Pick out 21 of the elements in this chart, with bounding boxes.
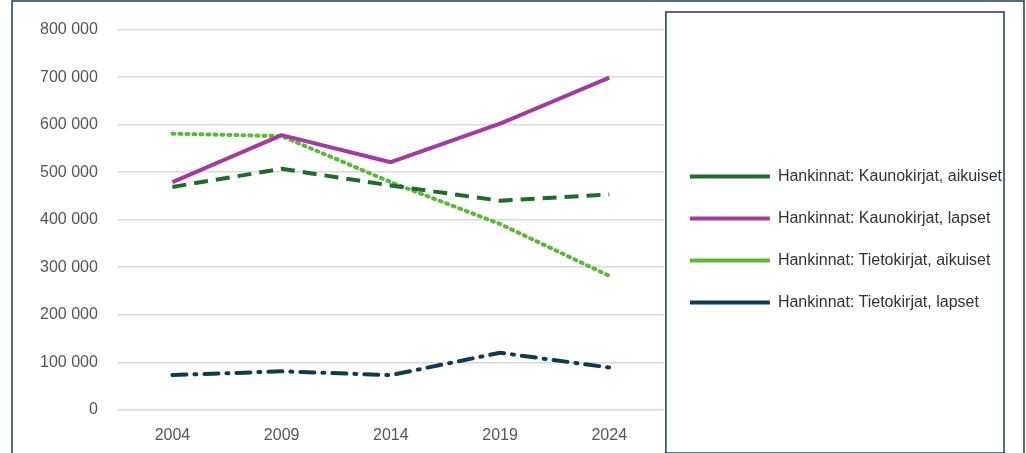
y-tick-label: 300 000 (39, 257, 98, 275)
x-tick-label: 2019 (482, 425, 518, 443)
x-tick-label: 2024 (591, 425, 628, 443)
legend-label: Hankinnat: Kaunokirjat, aikuiset (777, 166, 1003, 184)
y-tick-label: 400 000 (39, 210, 98, 228)
x-tick-label: 2004 (154, 425, 191, 443)
line-series (170, 131, 612, 278)
y-tick-label: 800 000 (39, 20, 98, 38)
y-tick-label: 200 000 (39, 305, 98, 323)
y-tick-label: 600 000 (39, 115, 98, 133)
legend-label: Hankinnat: Tietokirjat, lapset (777, 292, 980, 310)
legend-label: Hankinnat: Tietokirjat, aikuiset (777, 250, 991, 268)
legend-label: Hankinnat: Kaunokirjat, lapset (777, 208, 991, 226)
x-tick-label: 2014 (373, 425, 409, 443)
line-series (170, 350, 612, 378)
line-series (170, 166, 612, 203)
x-tick-label: 2009 (263, 425, 300, 443)
y-tick-label: 0 (88, 400, 98, 418)
y-tick-label: 100 000 (39, 352, 98, 370)
y-tick-label: 500 000 (39, 162, 98, 180)
y-tick-label: 700 000 (39, 67, 98, 85)
